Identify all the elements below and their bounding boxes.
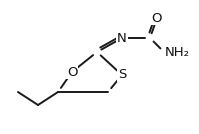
Text: S: S (118, 68, 126, 81)
Text: O: O (152, 12, 162, 25)
Text: NH₂: NH₂ (165, 46, 190, 59)
Text: O: O (67, 66, 77, 79)
Text: N: N (117, 31, 127, 44)
